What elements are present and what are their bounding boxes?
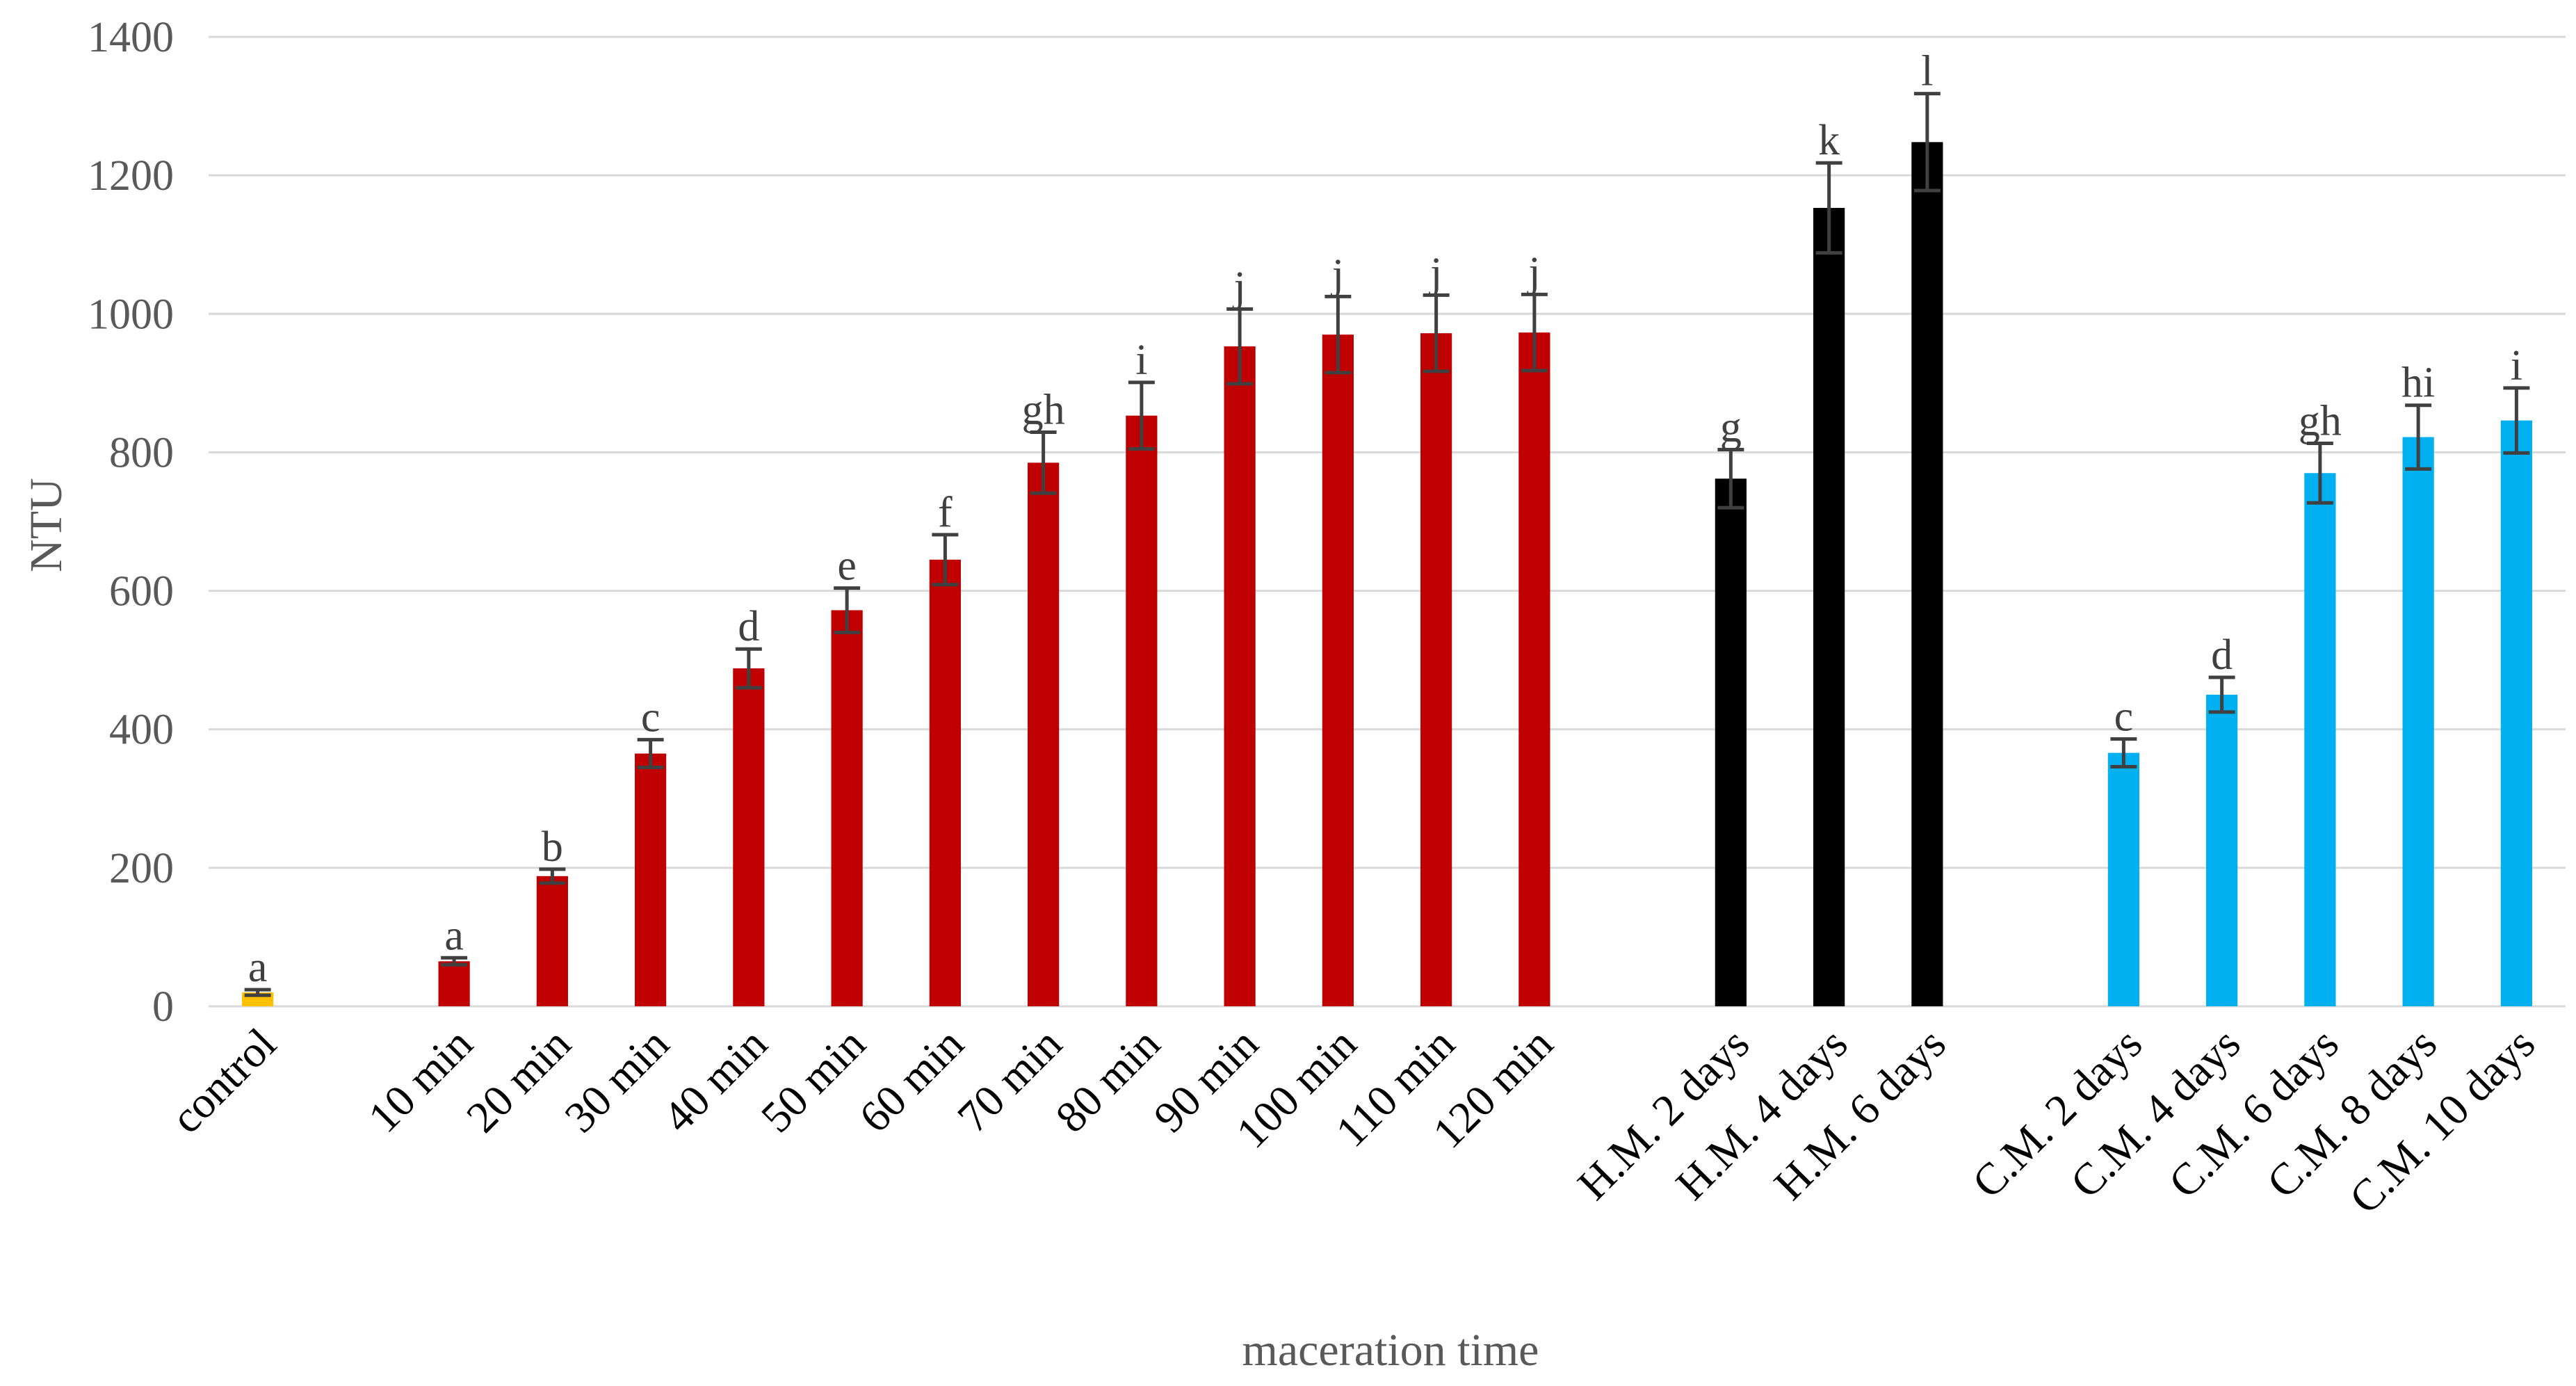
- y-tick-label: 0: [152, 983, 174, 1031]
- error-bar: [2306, 441, 2333, 505]
- error-bar: [2208, 675, 2235, 714]
- y-tick-label: 200: [109, 845, 174, 892]
- bar: [1715, 478, 1747, 1006]
- significance-label: i: [1135, 337, 1147, 384]
- error-bar: [735, 647, 762, 690]
- significance-label: k: [1818, 117, 1840, 164]
- significance-label: a: [248, 944, 268, 991]
- significance-label: f: [938, 489, 953, 536]
- significance-label: d: [2211, 631, 2233, 679]
- error-bar: [441, 956, 468, 967]
- y-axis-ticks: 0 200 400 600 800 1000 1200 1400: [88, 14, 174, 1031]
- bar: [2304, 473, 2336, 1006]
- x-tick-label: 30 min: [555, 1019, 678, 1142]
- error-bar: [1423, 293, 1450, 373]
- x-tick-label: 50 min: [752, 1019, 875, 1142]
- significance-label: g: [1720, 403, 1742, 451]
- bar: [831, 610, 863, 1006]
- error-bar: [1913, 92, 1941, 193]
- significance-label: b: [542, 823, 563, 871]
- x-tick-label: control: [161, 1019, 285, 1143]
- x-axis-title: maceration time: [1242, 1325, 1539, 1376]
- significance-label: i: [2511, 342, 2522, 389]
- significance-label: hi: [2401, 360, 2435, 407]
- x-tick-label: 60 min: [850, 1019, 973, 1142]
- error-bar: [244, 988, 271, 997]
- bar: [2206, 694, 2238, 1006]
- significance-label: e: [837, 542, 857, 590]
- bar: [929, 559, 961, 1006]
- significance-label: d: [738, 603, 759, 650]
- bar: [1224, 346, 1256, 1006]
- error-bar: [1717, 447, 1744, 510]
- error-bar: [1521, 292, 1548, 373]
- bar: [1322, 335, 1354, 1007]
- significance-label: c: [641, 694, 661, 741]
- y-tick-label: 600: [109, 568, 174, 615]
- significance-label: l: [1921, 48, 1933, 95]
- bar: [1126, 415, 1158, 1006]
- bar: [733, 668, 765, 1006]
- bar: [1518, 332, 1550, 1006]
- bar: [536, 876, 568, 1006]
- bar: [438, 961, 470, 1006]
- error-bar: [637, 738, 664, 769]
- bar: [1028, 462, 1060, 1006]
- y-tick-label: 400: [109, 707, 174, 754]
- x-tick-label: 10 min: [359, 1019, 482, 1142]
- significance-label: gh: [1022, 387, 1065, 434]
- y-tick-label: 1400: [88, 14, 174, 61]
- bars: [242, 142, 2532, 1007]
- significance-label: j: [1429, 249, 1442, 296]
- error-bar: [932, 533, 959, 587]
- error-bar: [1325, 294, 1352, 375]
- significance-label: gh: [2299, 397, 2342, 444]
- gridlines: [209, 35, 2566, 1008]
- significance-label: j: [1233, 263, 1246, 310]
- bar: [2402, 437, 2434, 1006]
- significance-label: c: [2114, 693, 2134, 741]
- x-tick-label: 70 min: [948, 1019, 1071, 1142]
- y-tick-label: 800: [109, 429, 174, 476]
- error-bar: [1226, 307, 1254, 386]
- error-bar: [1030, 430, 1057, 495]
- significance-label: j: [1331, 250, 1344, 298]
- bar: [1420, 333, 1452, 1006]
- y-axis-title: NTU: [21, 478, 72, 572]
- significance-label: a: [444, 912, 464, 959]
- bar: [635, 753, 667, 1006]
- significance-labels: a a b c d e f gh i j j j j g k l c d gh hi i: [248, 48, 2522, 991]
- error-bars: [244, 92, 2530, 997]
- y-tick-label: 1000: [88, 291, 174, 338]
- error-bar: [834, 586, 861, 634]
- x-tick-label: 20 min: [457, 1019, 580, 1142]
- bar: [1813, 207, 1845, 1007]
- bar: [1911, 142, 1943, 1006]
- y-tick-label: 1200: [88, 152, 174, 200]
- x-tick-label: 40 min: [654, 1019, 777, 1142]
- error-bar: [2110, 737, 2137, 768]
- significance-label: j: [1527, 248, 1540, 296]
- x-tick-label: 80 min: [1046, 1019, 1169, 1142]
- error-bar: [2503, 386, 2530, 455]
- error-bar: [539, 867, 566, 885]
- error-bar: [1815, 161, 1842, 255]
- bar: [2500, 420, 2532, 1006]
- error-bar: [2405, 403, 2432, 471]
- error-bar: [1128, 380, 1155, 451]
- bar: [2107, 752, 2139, 1006]
